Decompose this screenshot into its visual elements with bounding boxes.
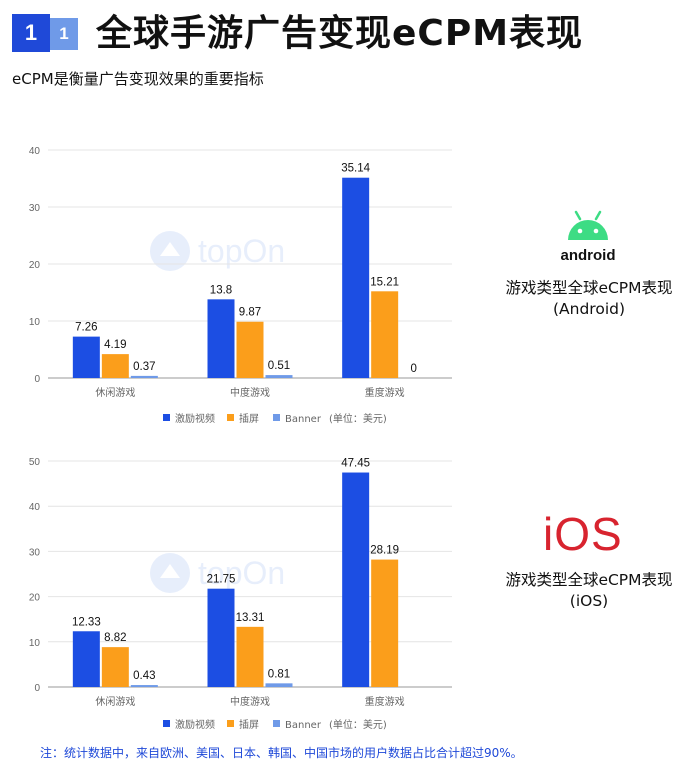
bar	[342, 177, 370, 378]
legend-swatch	[227, 414, 234, 421]
unit-note: (单位：美元)	[329, 412, 387, 425]
android-icon: android	[561, 210, 616, 264]
ios-chart-svg: 0 10 20 30 40 50 12.338.82 0.43 休闲游戏 21.75 13.31 0.…	[29, 457, 452, 731]
data-label: 0.43	[133, 670, 155, 682]
y-tick-label: 40	[29, 146, 41, 157]
legend-label: 激励视频	[175, 412, 215, 425]
y-tick-label: 30	[29, 203, 41, 214]
android-chart-svg: 0 10 20 30 40 7.26 4.19 0.37 休闲游戏 13.8 9.87 0.51 中度游…	[29, 146, 452, 425]
page-subtitle: eCPM是衡量广告变现效果的重要指标	[12, 70, 264, 88]
page-title: 全球手游广告变现eCPM表现	[96, 13, 584, 54]
legend-swatch	[273, 720, 280, 727]
data-label: 4.19	[104, 339, 126, 351]
y-tick-label: 40	[29, 502, 41, 513]
ios-logo: iOS	[543, 508, 623, 560]
bar	[101, 354, 129, 378]
bar	[236, 321, 264, 378]
data-label: 15.21	[370, 276, 399, 288]
ios-panel: 游戏类型全球eCPM表现 (iOS)	[486, 570, 692, 612]
x-tick-label: 中度游戏	[230, 695, 270, 708]
legend-swatch	[227, 720, 234, 727]
bar	[265, 375, 293, 378]
y-tick-label: 30	[29, 547, 41, 558]
legend-label: 插屏	[239, 718, 259, 731]
data-label: 13.8	[210, 284, 232, 296]
y-tick-label: 10	[29, 317, 41, 328]
android-panel-platform: (Android)	[552, 300, 626, 318]
y-tick-label: 0	[34, 374, 40, 385]
bar	[101, 647, 129, 687]
x-tick-label: 重度游戏	[365, 386, 405, 399]
android-panel-title: 游戏类型全球eCPM表现	[505, 279, 673, 297]
x-tick-label: 重度游戏	[365, 695, 405, 708]
section-number-badge: 1	[12, 14, 50, 52]
bar	[207, 299, 235, 378]
bar	[236, 626, 264, 687]
android-panel: 游戏类型全球eCPM表现 (Android)	[486, 278, 692, 320]
ios-panel-platform: (iOS)	[569, 592, 609, 610]
ios-panel-title: 游戏类型全球eCPM表现	[505, 571, 673, 589]
y-tick-label: 20	[29, 593, 41, 604]
data-label: 0.51	[268, 360, 290, 372]
bar	[72, 336, 100, 378]
data-label: 0	[410, 363, 416, 375]
y-tick-label: 20	[29, 260, 41, 271]
data-label: 12.33	[72, 616, 101, 628]
x-tick-label: 中度游戏	[230, 386, 270, 399]
legend-label: Banner	[285, 414, 322, 425]
unit-note: (单位：美元)	[329, 718, 387, 731]
data-label: 35.14	[341, 163, 370, 175]
footnote: 注：统计数据中，来自欧洲、美国、日本、韩国、中国市场的用户数据占比合计超过90%…	[40, 746, 523, 760]
bar	[371, 559, 399, 687]
bar	[207, 588, 235, 687]
data-label: 0.81	[268, 668, 290, 680]
bar	[130, 685, 158, 687]
data-label: 7.26	[75, 322, 97, 334]
subsection-number-badge: 1	[50, 18, 78, 50]
ios-ecpm-bar-chart: 0 10 20 30 40 50 12.33 8.82 0.43 休闲游戏 21.75 13.31 0.…	[0, 446, 470, 738]
y-tick-label: 0	[34, 683, 40, 694]
y-tick-label: 10	[29, 638, 41, 649]
data-label: 8.82	[104, 632, 126, 644]
legend-swatch	[163, 720, 170, 727]
data-label: 21.75	[207, 574, 236, 586]
data-label: 0.37	[133, 361, 155, 373]
android-ecpm-bar-chart: 0 10 20 30 40 7.26 4.19 0.37 休闲游戏 13.8 9.87 0.51 中度游…	[0, 136, 470, 430]
legend-label: 激励视频	[175, 718, 215, 731]
y-tick-label: 50	[29, 457, 41, 468]
bar	[72, 631, 100, 687]
android-logo-text: android	[561, 247, 616, 264]
data-label: 28.19	[370, 545, 399, 557]
bar	[342, 472, 370, 687]
bar	[130, 375, 158, 378]
legend-label: Banner	[285, 720, 322, 731]
data-label: 47.45	[341, 458, 370, 470]
legend-label: 插屏	[239, 412, 259, 425]
legend-swatch	[273, 414, 280, 421]
bar	[371, 291, 399, 378]
x-tick-label: 休闲游戏	[95, 695, 135, 708]
data-label: 13.31	[236, 612, 265, 624]
x-tick-label: 休闲游戏	[95, 386, 135, 399]
data-label: 9.87	[239, 307, 261, 319]
bar	[265, 683, 293, 687]
legend-swatch	[163, 414, 170, 421]
